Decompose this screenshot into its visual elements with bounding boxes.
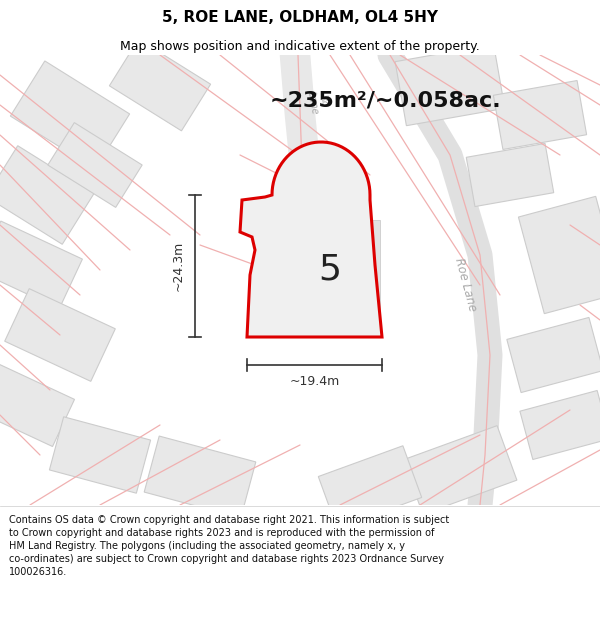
- Text: 5: 5: [319, 253, 341, 287]
- Polygon shape: [10, 61, 130, 169]
- Polygon shape: [0, 146, 94, 244]
- Polygon shape: [280, 220, 380, 310]
- Polygon shape: [5, 289, 115, 381]
- Text: Contains OS data © Crown copyright and database right 2021. This information is : Contains OS data © Crown copyright and d…: [9, 514, 449, 578]
- Polygon shape: [319, 446, 422, 528]
- Polygon shape: [403, 426, 517, 514]
- Text: Map shows position and indicative extent of the property.: Map shows position and indicative extent…: [120, 39, 480, 52]
- Polygon shape: [520, 391, 600, 459]
- Text: Ro
Lane: Ro Lane: [306, 88, 330, 115]
- Polygon shape: [0, 221, 82, 309]
- Polygon shape: [49, 417, 151, 493]
- Polygon shape: [395, 44, 505, 126]
- Polygon shape: [144, 436, 256, 518]
- Polygon shape: [48, 122, 142, 208]
- Text: 5, ROE LANE, OLDHAM, OL4 5HY: 5, ROE LANE, OLDHAM, OL4 5HY: [162, 10, 438, 25]
- Polygon shape: [0, 364, 74, 446]
- Polygon shape: [493, 81, 587, 149]
- Polygon shape: [507, 318, 600, 392]
- Text: ~19.4m: ~19.4m: [289, 375, 340, 388]
- Text: ~24.3m: ~24.3m: [172, 241, 185, 291]
- Polygon shape: [466, 143, 554, 207]
- Text: Roe Lane: Roe Lane: [452, 257, 478, 313]
- Polygon shape: [109, 39, 211, 131]
- Polygon shape: [240, 142, 382, 337]
- Text: ~235m²/~0.058ac.: ~235m²/~0.058ac.: [270, 90, 502, 110]
- Polygon shape: [518, 196, 600, 314]
